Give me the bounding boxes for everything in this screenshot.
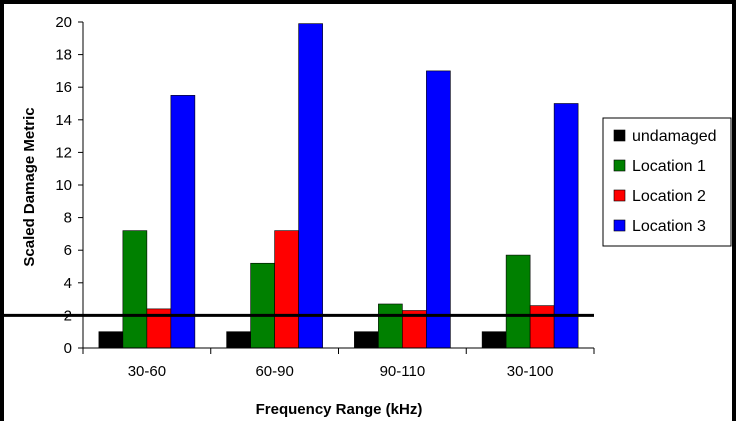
legend-swatch bbox=[613, 159, 626, 172]
legend-swatch bbox=[613, 189, 626, 202]
axes-group bbox=[78, 21, 595, 354]
bar-location-3-30-60 bbox=[170, 95, 196, 349]
legend-label: Location 1 bbox=[632, 158, 706, 175]
x-tick-label: 30-100 bbox=[507, 363, 554, 380]
bar-location-3-30-100 bbox=[553, 103, 579, 349]
legend-items: undamaged Location 1 Location 2 Location 3 bbox=[613, 128, 717, 235]
x-tick-label: 30-60 bbox=[128, 363, 166, 380]
x-tick-label: 90-110 bbox=[380, 363, 426, 380]
legend-label: undamaged bbox=[632, 128, 717, 145]
bars-group bbox=[98, 23, 579, 349]
y-tick-label: 16 bbox=[55, 79, 72, 96]
legend-swatch bbox=[613, 219, 626, 232]
y-tick-label: 12 bbox=[55, 144, 72, 161]
bar-location-1-60-90 bbox=[250, 262, 275, 349]
y-tick-label: 8 bbox=[64, 210, 72, 227]
bar-undamaged-60-90 bbox=[226, 331, 251, 349]
bar-location-3-90-110 bbox=[426, 70, 451, 349]
y-tick-label: 0 bbox=[64, 340, 72, 357]
y-tick-label: 4 bbox=[64, 275, 72, 292]
bar-undamaged-30-60 bbox=[98, 331, 124, 349]
bar-location-1-90-110 bbox=[378, 303, 403, 349]
bar-location-2-30-100 bbox=[529, 305, 555, 349]
legend: undamaged Location 1 Location 2 Location 3 bbox=[602, 117, 732, 247]
legend-label: Location 2 bbox=[632, 188, 706, 205]
bar-location-1-30-60 bbox=[122, 230, 148, 349]
x-tick-label: 60-90 bbox=[255, 363, 293, 380]
y-axis-title: Scaled Damage Metric bbox=[21, 107, 38, 266]
bar-location-2-60-90 bbox=[274, 230, 299, 349]
y-tick-labels: 02468101214161820 bbox=[55, 14, 72, 357]
x-axis-title: Frequency Range (kHz) bbox=[256, 401, 423, 418]
y-tick-label: 18 bbox=[55, 47, 72, 64]
x-tick-labels: 30-60 60-90 90-110 30-100 bbox=[128, 363, 554, 380]
bar-location-3-60-90 bbox=[298, 23, 323, 349]
legend-swatch bbox=[613, 129, 626, 142]
y-tick-label: 20 bbox=[55, 14, 72, 31]
bar-location-1-30-100 bbox=[505, 254, 531, 349]
bar-undamaged-90-110 bbox=[354, 331, 379, 349]
bar-undamaged-30-100 bbox=[481, 331, 507, 349]
y-tick-label: 10 bbox=[55, 177, 72, 194]
y-tick-label: 6 bbox=[64, 242, 72, 259]
y-tick-label: 14 bbox=[55, 112, 72, 129]
legend-label: Location 3 bbox=[632, 218, 706, 235]
